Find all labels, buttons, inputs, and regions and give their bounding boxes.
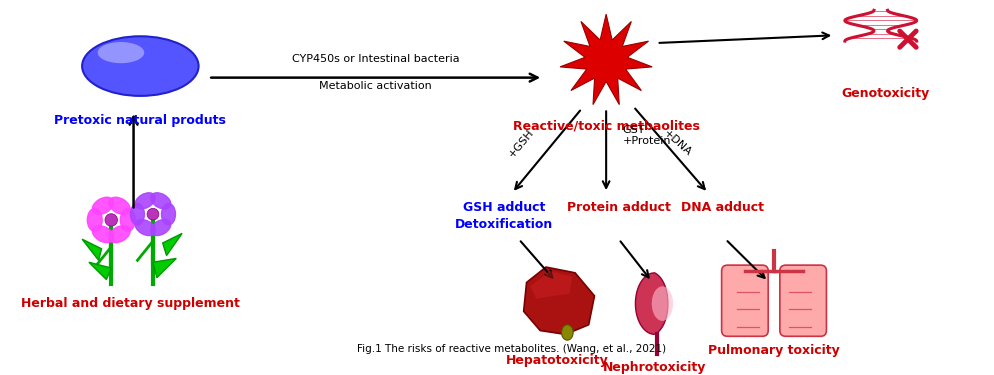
Text: +DNA: +DNA	[660, 128, 692, 158]
Ellipse shape	[135, 193, 155, 209]
Ellipse shape	[150, 219, 171, 236]
Polygon shape	[635, 273, 667, 334]
Ellipse shape	[561, 325, 573, 340]
Polygon shape	[153, 258, 176, 278]
Text: GST
+Protein: GST +Protein	[622, 124, 671, 146]
Ellipse shape	[135, 219, 155, 236]
Text: CYP450s or Intestinal bacteria: CYP450s or Intestinal bacteria	[291, 54, 459, 64]
Ellipse shape	[150, 193, 171, 209]
Text: Genotoxicity: Genotoxicity	[841, 87, 928, 100]
Polygon shape	[523, 267, 593, 334]
Circle shape	[147, 209, 159, 220]
Polygon shape	[83, 239, 101, 260]
Text: Fig.1 The risks of reactive metabolites. (Wang, et al., 2021): Fig.1 The risks of reactive metabolites.…	[357, 344, 665, 354]
Text: DNA adduct: DNA adduct	[681, 201, 763, 214]
Polygon shape	[162, 233, 182, 255]
FancyBboxPatch shape	[779, 265, 826, 336]
Polygon shape	[530, 271, 572, 299]
Ellipse shape	[130, 203, 144, 225]
Polygon shape	[560, 14, 652, 105]
Text: Hepatotoxicity: Hepatotoxicity	[506, 354, 608, 367]
Text: GSH adduct: GSH adduct	[462, 201, 545, 214]
Ellipse shape	[120, 209, 135, 231]
Polygon shape	[88, 262, 111, 280]
Text: Nephrotoxicity: Nephrotoxicity	[602, 361, 706, 374]
Ellipse shape	[108, 197, 130, 214]
Ellipse shape	[97, 42, 144, 63]
Ellipse shape	[83, 36, 199, 96]
Text: +GSH: +GSH	[507, 127, 536, 159]
Text: Pretoxic natural produts: Pretoxic natural produts	[55, 114, 226, 127]
Ellipse shape	[161, 203, 175, 225]
Text: Pulmonary toxicity: Pulmonary toxicity	[708, 344, 839, 357]
Text: Detoxification: Detoxification	[454, 218, 553, 231]
FancyBboxPatch shape	[721, 265, 767, 336]
Ellipse shape	[651, 286, 672, 321]
Ellipse shape	[87, 209, 102, 231]
Text: Herbal and dietary supplement: Herbal and dietary supplement	[21, 297, 240, 310]
Ellipse shape	[108, 225, 130, 243]
Text: Protein adduct: Protein adduct	[567, 201, 670, 214]
Circle shape	[104, 214, 117, 226]
Text: Reactive/toxic metbaolites: Reactive/toxic metbaolites	[512, 120, 699, 133]
Ellipse shape	[92, 225, 113, 243]
Ellipse shape	[92, 197, 113, 214]
Text: Metabolic activation: Metabolic activation	[319, 81, 431, 90]
